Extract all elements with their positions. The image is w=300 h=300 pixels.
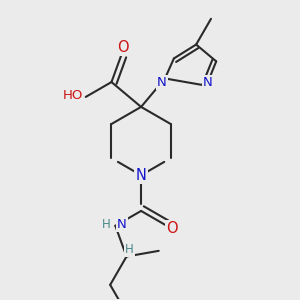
- Text: H: H: [125, 243, 134, 256]
- Text: O: O: [167, 221, 178, 236]
- Text: H: H: [102, 218, 111, 231]
- Text: O: O: [117, 40, 128, 55]
- Text: N: N: [157, 76, 167, 89]
- Text: HO: HO: [62, 89, 83, 102]
- Text: N: N: [117, 218, 127, 231]
- Text: N: N: [203, 76, 213, 89]
- Text: N: N: [136, 168, 146, 183]
